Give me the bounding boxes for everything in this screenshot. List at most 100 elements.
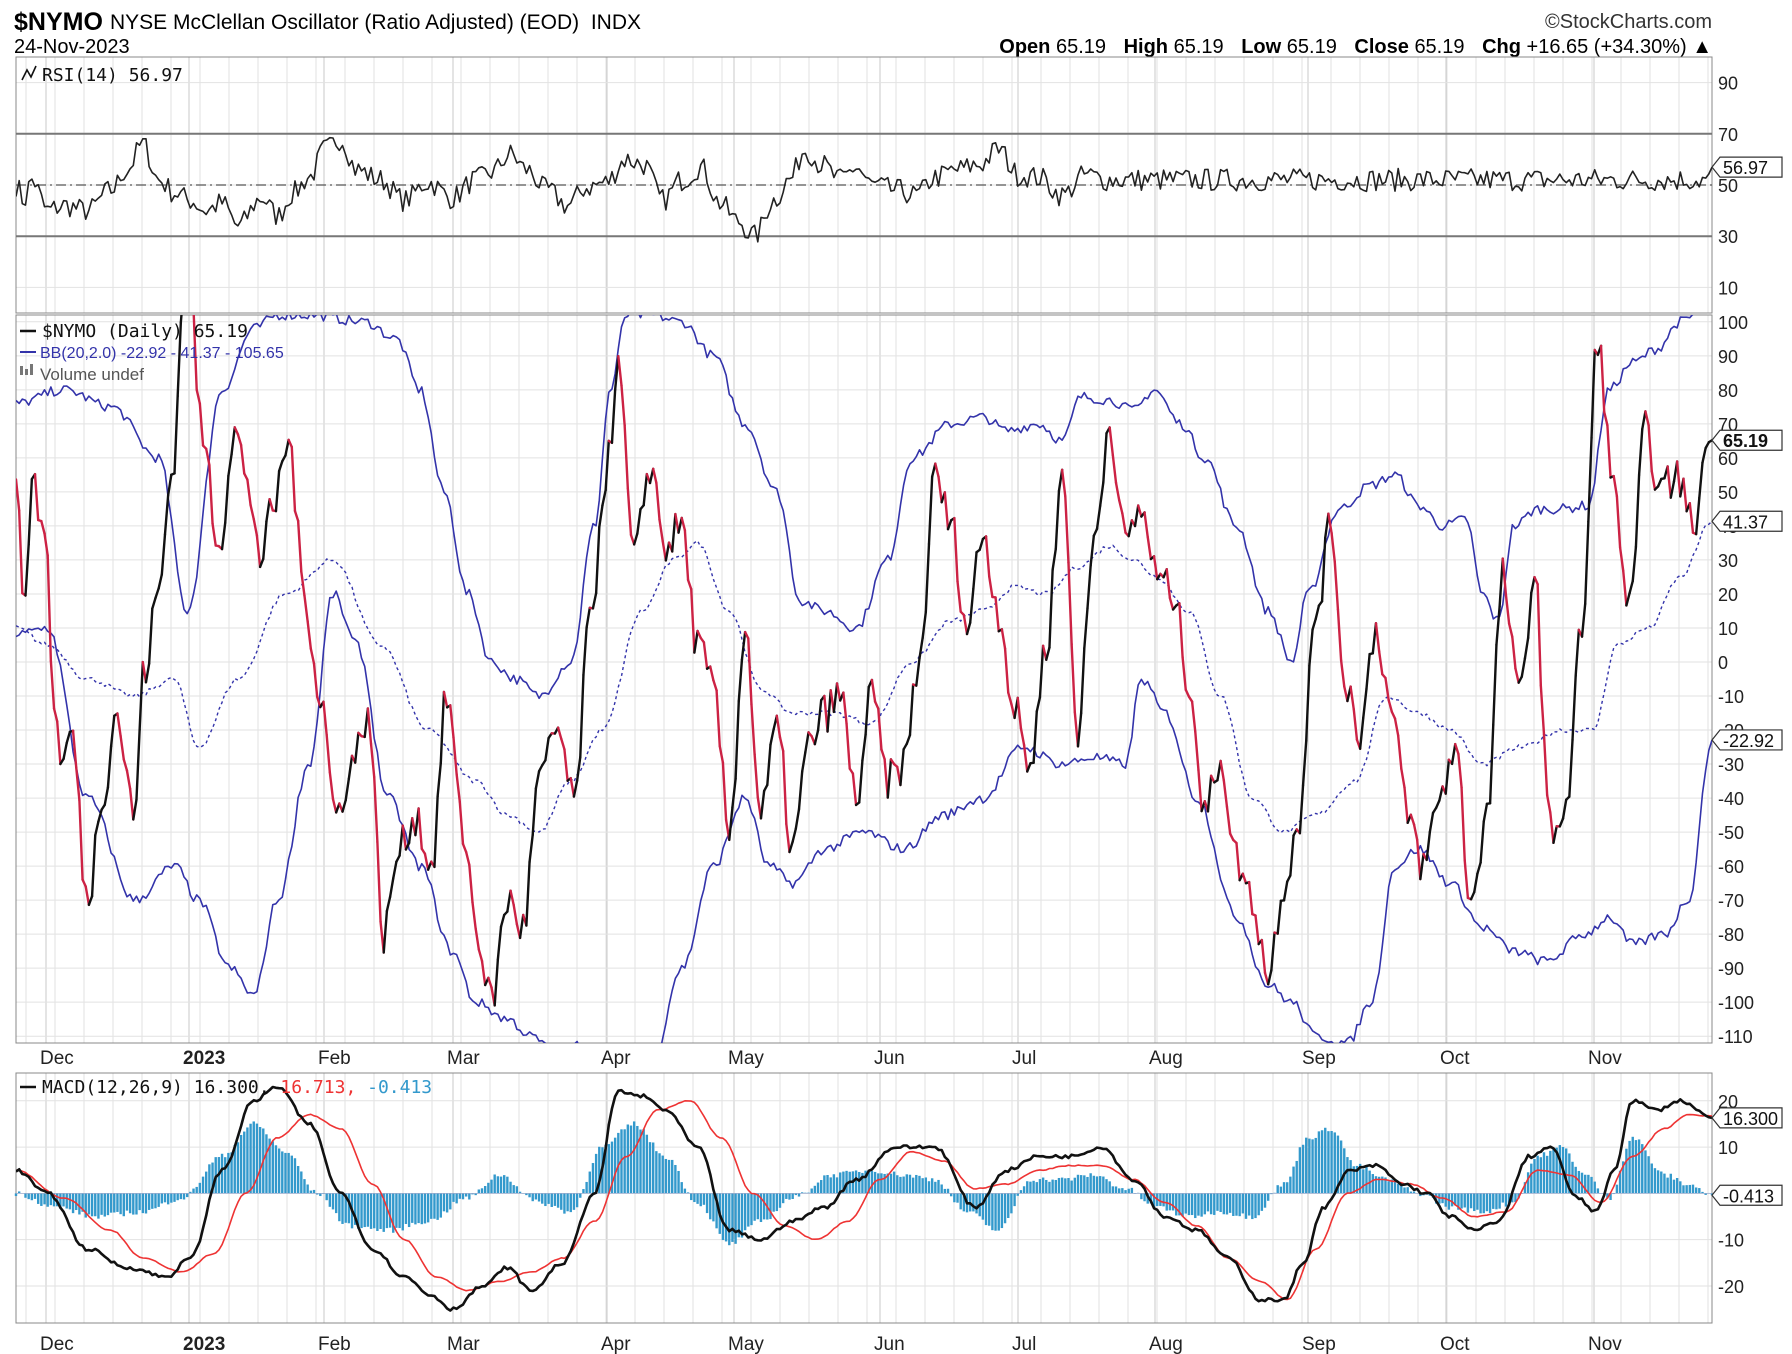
macd-hist-bar [173, 1193, 176, 1202]
macd-hist-bar [1596, 1188, 1600, 1194]
macd-hist-bar [426, 1193, 430, 1223]
price-segment [366, 707, 373, 746]
x-axis-label: Nov [1588, 1048, 1622, 1069]
macd-hist-bar [249, 1123, 252, 1194]
price-segment [190, 259, 193, 308]
macd-hist-bar [680, 1182, 683, 1194]
macd-hist-bar [312, 1189, 316, 1194]
volume-legend-icon [30, 364, 33, 375]
macd-hist-bar [905, 1174, 908, 1194]
macd-hist-bar [1140, 1193, 1143, 1200]
macd-hist-bar [1473, 1193, 1476, 1212]
price-segment [43, 532, 49, 557]
price-segment [1545, 793, 1552, 814]
price-segment [455, 773, 462, 804]
price-segment [734, 699, 740, 780]
macd-hist-bar [293, 1158, 297, 1194]
y-tick-label: 20 [1718, 1092, 1738, 1112]
price-segment [1137, 504, 1143, 518]
macd-hist-bar [1444, 1193, 1447, 1207]
macd-hist-bar [189, 1191, 192, 1194]
price-segment [1121, 512, 1127, 534]
y-tick-label: -100 [1718, 993, 1754, 1013]
macd-hist-bar [753, 1193, 756, 1221]
price-segment [591, 591, 598, 610]
macd-hist-bar [68, 1193, 72, 1210]
price-segment [464, 850, 471, 867]
macd-hist-bar [116, 1193, 119, 1212]
price-segment [24, 543, 30, 597]
macd-hist-bar [997, 1193, 1000, 1231]
price-segment [1444, 758, 1451, 795]
macd-hist-bar [1583, 1174, 1587, 1194]
price-segment [1108, 426, 1115, 457]
macd-hist-bar [499, 1176, 503, 1194]
macd-hist-bar [1289, 1176, 1292, 1194]
macd-hist-bar [579, 1193, 582, 1198]
macd-hist-bar [626, 1124, 630, 1194]
price-segment [1571, 674, 1577, 742]
price-segment [908, 683, 915, 737]
macd-hist-bar [762, 1193, 766, 1220]
macd-hist-bar [1190, 1193, 1194, 1216]
macd-hist-bar [858, 1171, 861, 1194]
macd-hist-bar [1339, 1140, 1343, 1194]
price-segment [626, 487, 633, 537]
price-segment [122, 758, 129, 772]
macd-hist-bar [81, 1193, 84, 1212]
macd-hist-bar [886, 1173, 889, 1194]
macd-hist-bar [588, 1171, 591, 1194]
panel-border [15, 314, 1713, 1044]
price-segment [1457, 752, 1463, 789]
price-segment [753, 753, 760, 799]
macd-hist-bar [1609, 1193, 1612, 1200]
price-segment [46, 554, 53, 663]
macd-hist-bar [1704, 1193, 1707, 1195]
panel-border [15, 1072, 1713, 1324]
price-segment [1168, 596, 1175, 611]
macd-hist-bar [36, 1193, 40, 1204]
macd-hist-bar [781, 1193, 785, 1204]
macd-hist-bar [1298, 1147, 1302, 1194]
price-segment [436, 761, 442, 798]
macd-hist-bar [1244, 1193, 1248, 1219]
macd-hist-bar [236, 1142, 240, 1194]
macd-hist-bar [1162, 1193, 1165, 1207]
macd-hist-bar [1514, 1193, 1517, 1203]
macd-hist-bar [823, 1175, 826, 1194]
price-segment [493, 958, 500, 1007]
exchange: INDX [590, 11, 641, 34]
price-segment [1089, 534, 1096, 567]
price-segment [322, 700, 328, 737]
price-segment [341, 799, 347, 813]
price-segment [1092, 527, 1099, 537]
price-segment [905, 733, 912, 746]
macd-hist-bar [791, 1193, 794, 1199]
macd-hist-bar [1625, 1148, 1628, 1194]
macd-hist-bar [1564, 1148, 1568, 1194]
price-segment [160, 533, 167, 576]
price-segment [265, 497, 271, 523]
price-segment [845, 722, 851, 770]
price-segment [262, 520, 268, 561]
macd-hist-bar [1292, 1166, 1295, 1194]
price-segment [1523, 636, 1530, 660]
symbol-description: NYSE McClellan Oscillator (Ratio Adjuste… [110, 11, 641, 35]
macd-hist-bar [1466, 1193, 1470, 1213]
macd-legend-signal: 16.713, [280, 1077, 367, 1098]
macd-legend-macd: 16.300, [194, 1077, 281, 1098]
macd-hist-bar [1336, 1135, 1340, 1194]
price-segment [1206, 774, 1213, 813]
macd-hist-bar [664, 1158, 668, 1194]
macd-hist-bar [154, 1193, 157, 1209]
macd-hist-bar [1479, 1193, 1482, 1214]
macd-hist-bar [550, 1193, 553, 1207]
macd-hist-bar [632, 1121, 636, 1194]
price-segment [750, 702, 756, 756]
macd-hist-bar [832, 1174, 836, 1194]
macd-hist-bar [1374, 1176, 1378, 1194]
macd-hist-bar [1083, 1175, 1086, 1194]
price-segment [1507, 622, 1514, 639]
price-segment [797, 770, 804, 811]
price-segment [791, 827, 798, 843]
